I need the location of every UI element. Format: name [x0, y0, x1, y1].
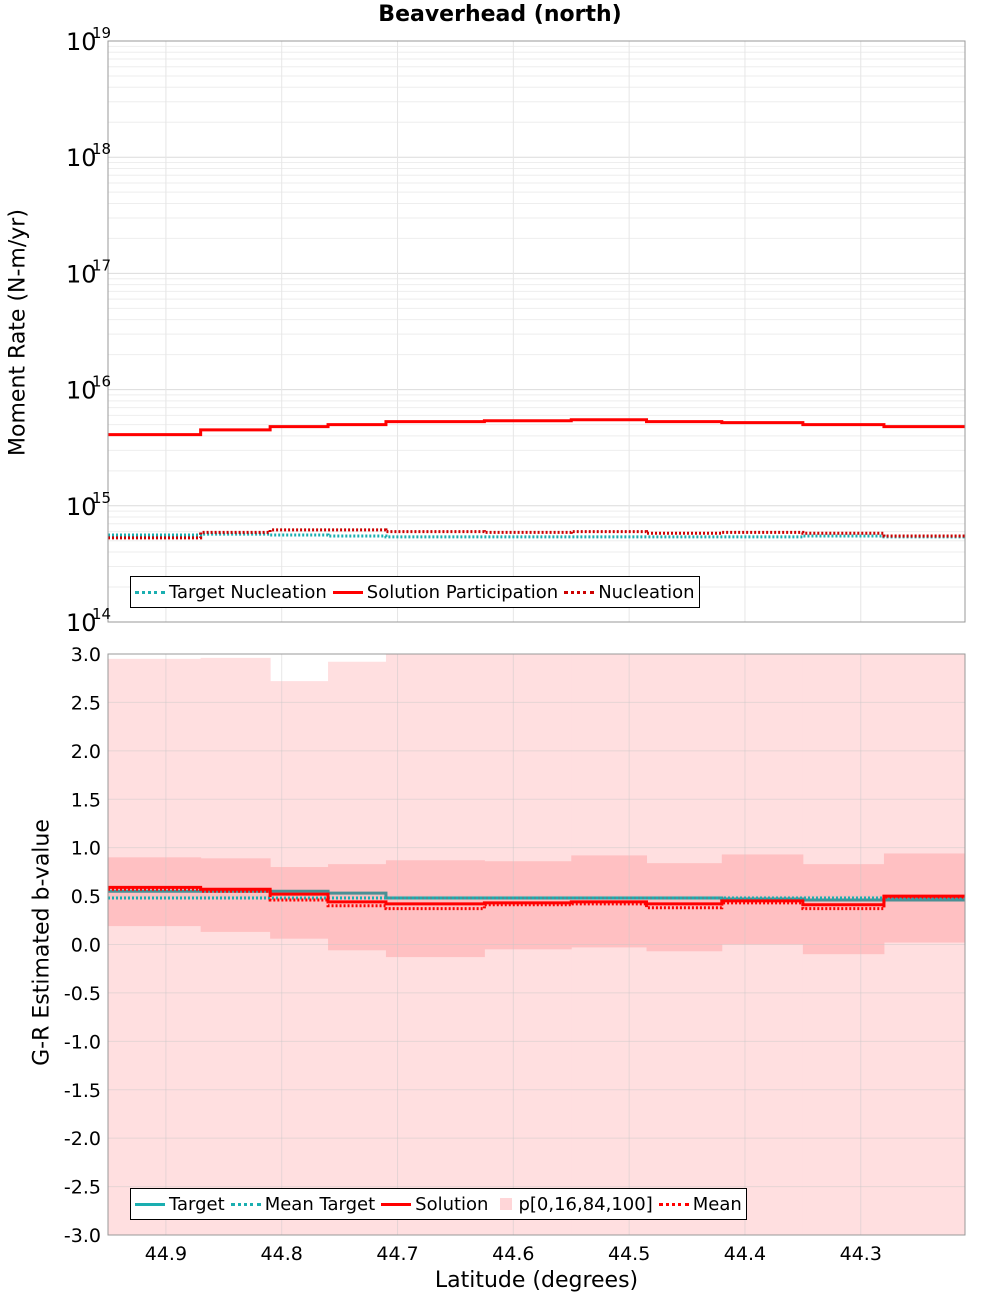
bottom-y-tick-label: 3.0 — [71, 644, 101, 666]
legend-item-target-nucleation: Target Nucleation — [135, 582, 327, 603]
bottom-legend: Target Mean Target Solution p[0,16,84,10… — [130, 1188, 747, 1220]
legend-item-mean: Mean — [658, 1193, 742, 1215]
legend-label-percentiles: p[0,16,84,100] — [518, 1193, 653, 1215]
legend-item-mean-target: Mean Target — [230, 1193, 376, 1215]
legend-swatch-mean-target — [230, 1202, 261, 1206]
bottom-y-tick-label: -2.5 — [64, 1177, 101, 1199]
band-outer-segment — [108, 658, 202, 1235]
legend-item-solution-participation: Solution Participation — [332, 581, 559, 603]
band-outer-segment — [270, 681, 329, 1235]
bottom-panel: -3.0 -2.5 -2.0 -1.5 -1.0 -0.5 0.0 0.5 1.0 1.5 2.0 2… — [64, 644, 966, 1265]
x-tick-label: 44.8 — [261, 1243, 303, 1265]
legend-label-solution: Solution — [415, 1193, 489, 1215]
legend-swatch-target-nucleation — [135, 590, 165, 594]
x-tick-label: 44.7 — [376, 1243, 418, 1265]
top-y-axis-label: Moment Rate (N-m/yr) — [5, 209, 31, 456]
top-legend: Target Nucleation Solution Participation… — [130, 576, 700, 608]
band-outer-segment — [883, 654, 966, 1235]
legend-item-target: Target — [135, 1194, 225, 1215]
legend-swatch-target — [135, 1202, 165, 1206]
top-y-tick-exp: 15 — [92, 489, 111, 507]
top-y-tick-base: 10 — [66, 609, 97, 637]
bottom-y-tick-label: 2.5 — [71, 692, 101, 714]
legend-label-target: Target — [169, 1193, 225, 1215]
bottom-y-tick-label: 0.5 — [71, 886, 101, 908]
bottom-y-tick-label: 1.5 — [71, 789, 101, 811]
bottom-series-mean — [108, 887, 965, 911]
x-tick-label: 44.3 — [840, 1243, 882, 1265]
top-plot-border — [107, 40, 966, 623]
chart-title: Beaverhead (north) — [378, 2, 622, 27]
legend-label-nucleation: Nucleation — [598, 581, 695, 603]
top-plot-area — [108, 41, 965, 622]
x-tick-label: 44.6 — [492, 1243, 534, 1265]
bottom-y-tick-label: -1.5 — [64, 1080, 101, 1102]
top-y-tick-base: 10 — [66, 28, 97, 56]
top-y-tick-base: 10 — [66, 144, 97, 172]
bottom-y-tick-label: -0.5 — [64, 983, 101, 1005]
top-series-target-nucleation — [108, 532, 965, 539]
legend-swatch-solution-participation — [332, 590, 363, 594]
legend-label-solution-participation: Solution Participation — [366, 581, 559, 603]
x-tick-label: 44.4 — [724, 1243, 766, 1265]
band-outer-segment — [200, 657, 271, 1235]
legend-label-mean-target: Mean Target — [264, 1193, 376, 1215]
bottom-y-tick-label: -1.0 — [64, 1031, 101, 1053]
bottom-plot-border — [107, 653, 966, 1236]
top-y-tick-exp: 16 — [92, 373, 111, 391]
x-tick-label: 44.9 — [145, 1243, 187, 1265]
top-y-tick-exp: 14 — [92, 605, 111, 623]
legend-label-mean: Mean — [692, 1193, 742, 1215]
legend-swatch-mean — [658, 1202, 689, 1206]
band-inner-segment — [270, 867, 329, 939]
legend-swatch-percentiles — [500, 1198, 513, 1210]
top-y-tick-exp: 18 — [92, 140, 111, 158]
legend-item-nucleation: Nucleation — [564, 581, 695, 603]
top-y-tick-base: 10 — [66, 493, 97, 521]
bottom-y-tick-label: -2.0 — [64, 1128, 101, 1150]
x-tick-label: 44.5 — [608, 1243, 650, 1265]
top-series-solution-participation — [108, 418, 965, 437]
bottom-y-tick-label: 1.0 — [71, 838, 101, 860]
legend-label-target-nucleation: Target Nucleation — [169, 581, 327, 603]
top-y-tick-exp: 17 — [92, 256, 111, 274]
legend-item-percentiles: p[0,16,84,100] — [494, 1193, 653, 1215]
top-y-tick-exp: 19 — [92, 24, 111, 42]
bottom-y-tick-label: 0.0 — [71, 935, 101, 957]
bottom-y-tick-label: 2.0 — [71, 741, 101, 763]
bottom-y-tick-label: -3.0 — [64, 1225, 101, 1247]
legend-item-solution: Solution — [381, 1194, 488, 1215]
legend-swatch-nucleation — [564, 590, 595, 594]
top-series-nucleation — [108, 528, 965, 540]
x-axis-label: Latitude (degrees) — [434, 1268, 639, 1293]
bottom-y-axis-label: G-R Estimated b-value — [29, 819, 55, 1066]
legend-swatch-solution — [381, 1202, 412, 1206]
top-y-tick-base: 10 — [66, 377, 97, 405]
top-y-tick-base: 10 — [66, 260, 97, 288]
band-inner-segment — [200, 858, 271, 932]
